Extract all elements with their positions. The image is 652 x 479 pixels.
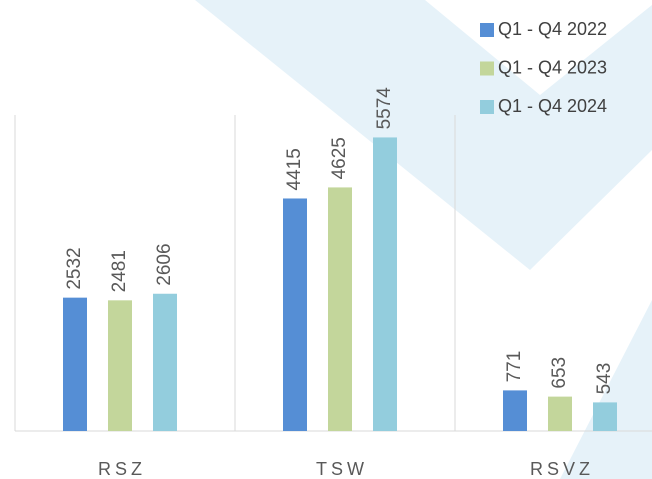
legend-swatch (480, 23, 494, 37)
bar (593, 402, 617, 431)
legend-label: Q1 - Q4 2022 (498, 19, 607, 39)
x-tick-label: TSW (316, 459, 368, 479)
legend-label: Q1 - Q4 2024 (498, 96, 607, 116)
bar (373, 137, 397, 431)
bar (108, 300, 132, 431)
data-label: 2532 (64, 247, 85, 289)
data-label: 2481 (109, 250, 130, 292)
legend-label: Q1 - Q4 2023 (498, 57, 607, 77)
data-label: 543 (594, 363, 615, 395)
data-label: 653 (549, 357, 570, 389)
x-tick-label: RSVZ (530, 459, 594, 479)
data-label: 771 (504, 351, 525, 383)
x-tick-label: RSZ (98, 459, 146, 479)
data-label: 5574 (374, 87, 395, 130)
legend-swatch (480, 100, 494, 114)
bar (328, 187, 352, 431)
data-label: 4415 (284, 148, 305, 190)
bar (548, 396, 572, 431)
bar (153, 293, 177, 431)
bar (63, 297, 87, 431)
data-label: 4625 (329, 137, 350, 179)
data-label: 2606 (154, 243, 175, 285)
decor-shape (195, 0, 652, 270)
bar (283, 198, 307, 431)
legend-swatch (480, 61, 494, 76)
bar (503, 390, 527, 431)
background-decoration (195, 0, 652, 479)
decor-shape (560, 300, 652, 479)
